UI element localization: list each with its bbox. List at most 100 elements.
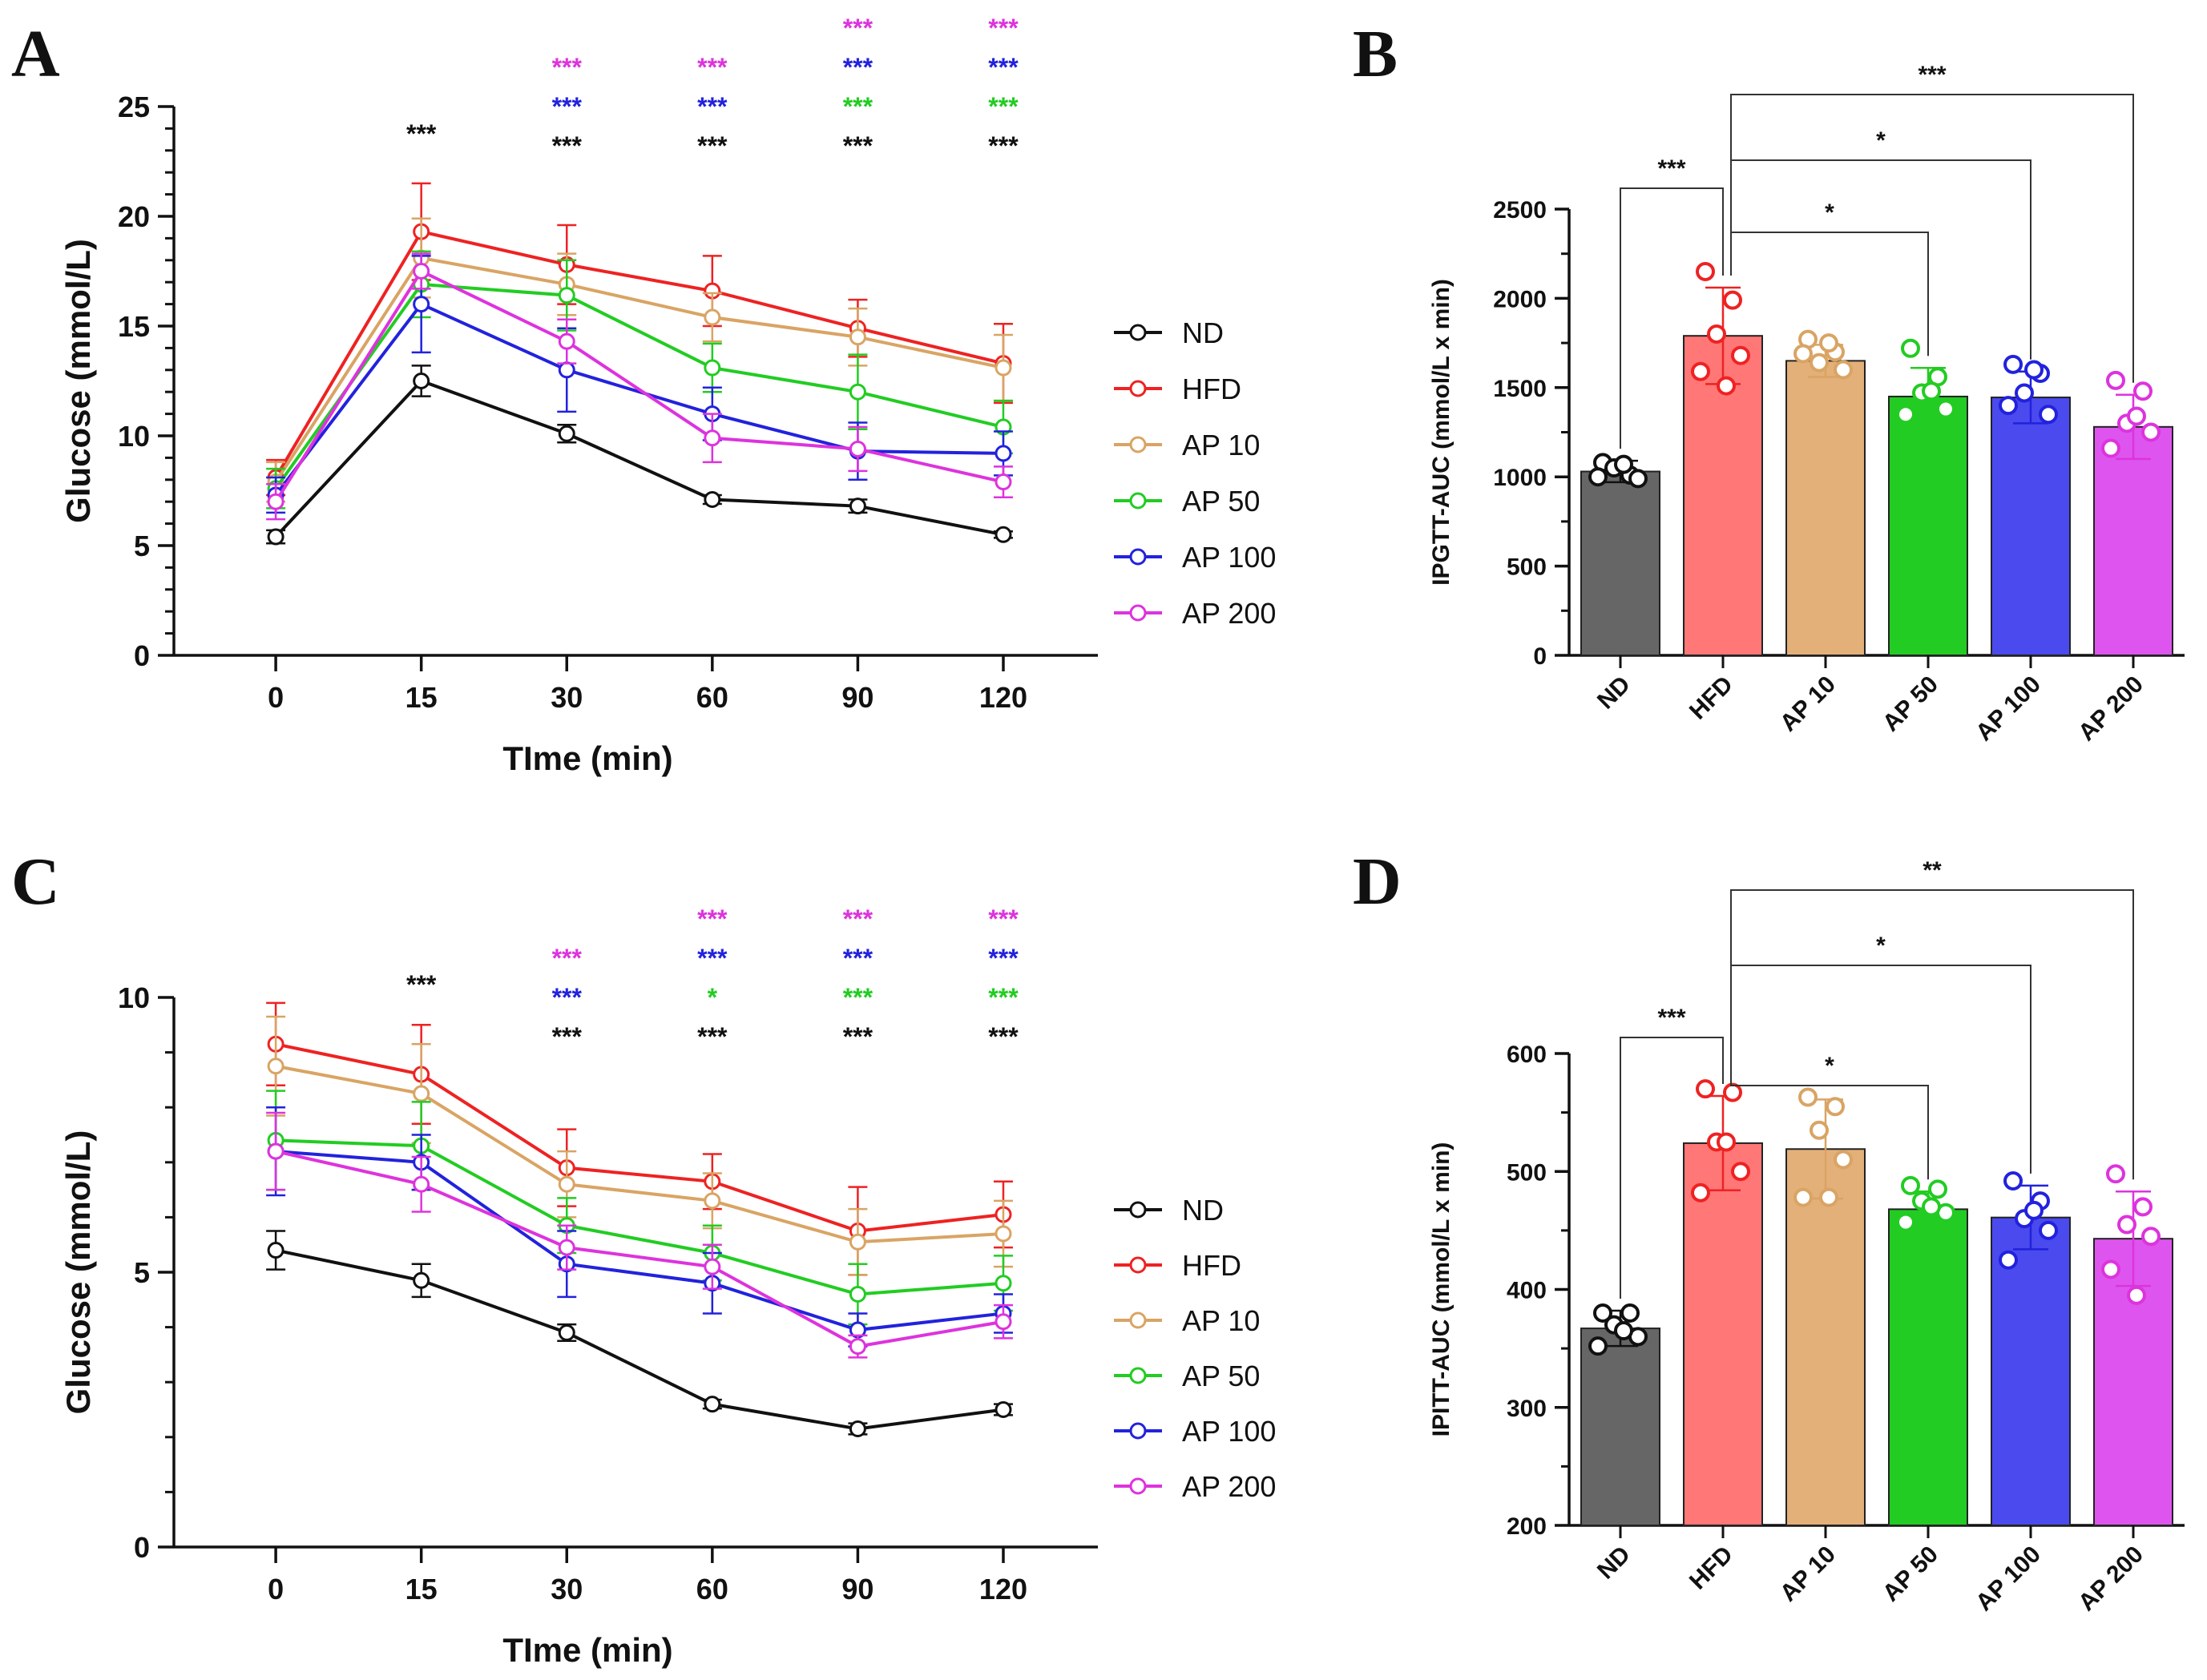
legend-marker	[1129, 436, 1147, 453]
comparison-bracket: *	[1730, 933, 2031, 1174]
significance-star: ***	[843, 14, 874, 42]
scatter-point	[1826, 1097, 1845, 1117]
significance-star: ***	[697, 944, 728, 973]
scatter-point	[2101, 438, 2120, 458]
data-point	[704, 308, 721, 326]
legend-marker	[1129, 1311, 1147, 1329]
bar-group-nd: ND	[1580, 1303, 1660, 1585]
significance-star: ***	[988, 53, 1019, 82]
data-point	[849, 383, 866, 401]
legend-label: AP 100	[1182, 1415, 1276, 1448]
y-tick-label: 0	[134, 1531, 150, 1564]
legend-marker	[1129, 380, 1147, 397]
bar-group-ap-50: AP 50	[1878, 338, 1968, 737]
significance-star: ***	[552, 1022, 583, 1051]
scatter-point	[1723, 290, 1742, 310]
data-point	[704, 359, 721, 377]
x-tick-label: 15	[405, 1573, 438, 1605]
bar-group-hfd: HFD	[1683, 261, 1763, 725]
x-tick-label: 30	[551, 1573, 583, 1605]
scatter-point	[1834, 360, 1853, 380]
scatter-point	[2133, 1197, 2153, 1217]
scatter-point	[2039, 405, 2058, 425]
data-point	[413, 373, 430, 389]
scatter-point	[2141, 422, 2161, 442]
x-axis-title: TIme (min)	[502, 1631, 672, 1669]
scatter-point	[1834, 1150, 1853, 1170]
x-tick-label: 0	[268, 681, 284, 714]
significance-star: ***	[697, 1022, 728, 1051]
comparison-bracket: ***	[1620, 155, 1724, 449]
significance-star: ***	[406, 119, 437, 148]
significance-star: ***	[843, 131, 874, 160]
series-line	[275, 1248, 1004, 1431]
comparison-bracket: *	[1730, 1053, 1929, 1180]
series-ap-200	[266, 1111, 1013, 1359]
scatter-point	[2015, 383, 2034, 403]
series-line	[275, 1150, 1004, 1332]
data-point	[413, 1271, 430, 1289]
y-axis-title: IPGTT-AUC (mmol/L x min)	[1428, 279, 1455, 586]
legend-marker	[1129, 1422, 1147, 1440]
x-tick-label: AP 100	[1971, 671, 2046, 747]
significance-star: ***	[988, 904, 1019, 933]
y-tick-label: 200	[1507, 1513, 1547, 1540]
x-tick-label: AP 50	[1878, 1541, 1943, 1607]
data-point	[267, 1058, 284, 1075]
significance-star: ***	[843, 53, 874, 82]
x-tick-label: AP 100	[1971, 1541, 2046, 1617]
significance-label: *	[1876, 127, 1886, 154]
data-point	[704, 490, 721, 508]
x-tick-label: ND	[1592, 1541, 1636, 1585]
data-point	[413, 263, 430, 280]
significance-star: ***	[843, 92, 874, 121]
x-tick-label: 60	[696, 1573, 728, 1605]
data-point	[558, 1239, 575, 1256]
scatter-point	[1928, 1179, 1947, 1199]
data-point	[995, 1275, 1012, 1292]
legend-label: AP 100	[1182, 541, 1276, 574]
bar	[1580, 1327, 1660, 1527]
bar-group-ap-100: AP 100	[1971, 1171, 2071, 1617]
x-tick-label: AP 200	[2073, 1541, 2148, 1617]
series-line	[275, 1150, 1004, 1348]
legend-label: AP 200	[1182, 597, 1276, 630]
data-point	[995, 1225, 1012, 1243]
series-ap-50	[266, 1090, 1013, 1326]
series-line	[274, 256, 1004, 483]
x-tick-label: ND	[1592, 671, 1636, 715]
y-tick-label: 0	[1533, 643, 1547, 670]
significance-label: ***	[1918, 62, 1946, 88]
scatter-point	[1691, 361, 1710, 381]
significance-star: ***	[988, 131, 1019, 160]
significance-star: ***	[552, 944, 583, 973]
data-point	[413, 1085, 430, 1102]
significance-star: ***	[988, 14, 1019, 42]
data-point	[267, 1142, 284, 1160]
significance-star: ***	[988, 92, 1019, 121]
data-point	[704, 1258, 721, 1275]
significance-label: *	[1825, 1053, 1834, 1079]
scatter-point	[1696, 261, 1715, 281]
bracket-line	[1730, 965, 2031, 1174]
scatter-point	[1717, 1132, 1736, 1152]
scatter-point	[2024, 360, 2044, 380]
scatter-point	[2127, 406, 2146, 426]
scatter-point	[1810, 353, 1829, 373]
data-point	[849, 1420, 866, 1438]
legend-marker	[1129, 1367, 1147, 1384]
panel-a: A 0 5 10 15 20 25 0 15 30 60 90 120 TIme (min) Glucose…	[11, 14, 1276, 777]
scatter-point	[2117, 1215, 2136, 1235]
significance-star: *	[708, 983, 718, 1012]
scatter-point	[1901, 1175, 1920, 1195]
bar-group-ap-200: AP 200	[2073, 370, 2173, 746]
panel-letter: D	[1353, 844, 1402, 919]
x-tick-label: HFD	[1685, 671, 1738, 725]
significance-star: ***	[697, 904, 728, 933]
significance-star: ***	[988, 944, 1019, 973]
significance-star: ***	[843, 983, 874, 1012]
legend-label: AP 200	[1182, 1470, 1276, 1503]
panel-d: D 200 300 400 500 600 IPITT-AUC (mmol/L x min)…	[1353, 844, 2185, 1616]
bar	[2093, 425, 2173, 656]
legend-marker	[1129, 492, 1147, 510]
